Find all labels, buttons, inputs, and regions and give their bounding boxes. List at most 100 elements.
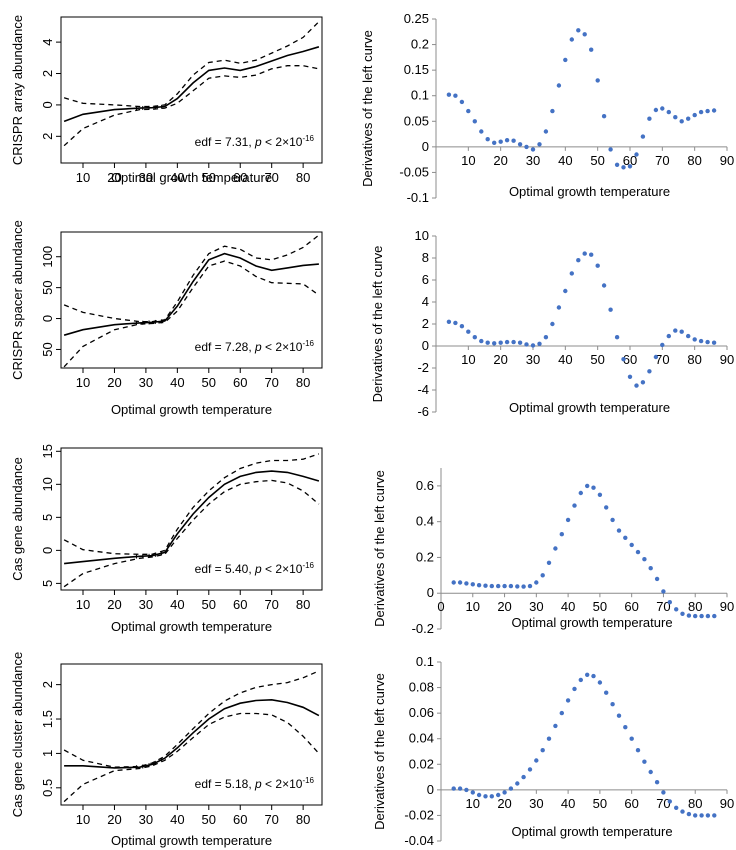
data-point — [556, 83, 562, 88]
data-point — [667, 799, 672, 804]
y-tick-label: 0.08 — [409, 680, 434, 695]
data-point — [614, 162, 620, 167]
data-point — [642, 557, 647, 562]
y-tick-label: 5 — [40, 514, 55, 521]
data-point — [540, 573, 545, 578]
y-tick-label: 5 — [40, 580, 55, 587]
x-tick-label: 70 — [656, 599, 670, 614]
data-point — [623, 535, 628, 540]
x-tick-label: 60 — [233, 170, 247, 185]
data-point — [635, 549, 641, 555]
data-point — [589, 47, 594, 52]
data-point — [653, 354, 659, 360]
confidence-band-line — [63, 21, 320, 108]
data-point — [563, 288, 568, 294]
y-tick-label: 0.15 — [404, 62, 429, 77]
data-point — [629, 736, 634, 741]
data-point — [679, 119, 684, 124]
x-tick-label: 50 — [590, 153, 604, 168]
fitted-curve — [64, 698, 320, 769]
data-point — [674, 805, 679, 810]
annotation-part: < 2×10 — [262, 135, 303, 149]
data-point — [534, 580, 539, 585]
x-tick-label: 20 — [493, 352, 507, 367]
data-point — [498, 340, 503, 345]
y-tick-label: 0.1 — [411, 88, 429, 103]
y-tick-label: 0.6 — [416, 478, 434, 493]
data-point — [464, 581, 469, 586]
x-tick-label: 50 — [202, 597, 216, 612]
data-point — [693, 613, 698, 619]
data-point — [502, 790, 507, 795]
y-tick-label: -0.04 — [404, 833, 434, 848]
data-point — [527, 583, 533, 589]
y-tick-label: -0.02 — [404, 807, 434, 822]
y-tick-label: 4 — [422, 294, 429, 309]
y-tick-label: 8 — [422, 250, 429, 265]
data-point — [517, 340, 523, 345]
data-point — [546, 736, 552, 741]
x-tick-label: 70 — [264, 597, 278, 612]
x-tick-label: 20 — [497, 599, 511, 614]
x-tick-label: 60 — [233, 375, 247, 390]
x-tick-label: 80 — [688, 599, 702, 614]
y-tick-label: 2 — [40, 70, 55, 77]
panel-b-right: -6 -4 -2 0 2 4 6 8 10 10 20 30 40 50 60 70 80 90 Optimal g… — [370, 228, 734, 419]
y-axis-title: Derivatives of the left curve — [370, 246, 385, 403]
data-point — [623, 725, 628, 730]
data-point — [661, 790, 666, 795]
data-point — [647, 116, 652, 121]
data-point — [627, 164, 633, 169]
y-tick-label: 50 — [40, 280, 55, 294]
y-tick-label: 1 — [40, 750, 55, 757]
data-point — [489, 794, 494, 799]
annotation-p: p — [254, 777, 262, 791]
y-tick-label: 4 — [40, 39, 55, 46]
data-point — [472, 335, 477, 340]
confidence-band-line — [63, 234, 320, 323]
data-point — [595, 263, 600, 268]
data-point — [492, 341, 497, 346]
data-point — [527, 767, 533, 772]
y-tick-label: -0.2 — [412, 621, 434, 636]
x-tick-label: 70 — [264, 812, 278, 827]
x-tick-label: 60 — [623, 352, 637, 367]
x-tick-label: 60 — [233, 597, 247, 612]
x-tick-label: 90 — [720, 796, 734, 811]
data-point — [673, 115, 678, 120]
data-point — [686, 116, 691, 121]
data-point — [537, 341, 542, 346]
y-tick-label: 15 — [40, 444, 55, 458]
x-tick-label: 80 — [296, 375, 310, 390]
y-tick-label: 0.4 — [416, 514, 434, 529]
data-point — [569, 37, 574, 42]
x-axis-title: Optimal growth temperature — [111, 833, 272, 848]
x-tick-label: 40 — [170, 812, 184, 827]
x-tick-label: 50 — [593, 599, 607, 614]
data-point — [543, 129, 549, 134]
x-tick-label: 80 — [687, 153, 701, 168]
data-point — [667, 600, 672, 605]
data-point — [515, 584, 520, 589]
data-point — [553, 723, 558, 729]
y-axis-title: Derivatives of the left curve — [372, 470, 387, 627]
x-tick-label: 30 — [139, 170, 153, 185]
x-tick-label: 30 — [526, 153, 540, 168]
data-point — [589, 252, 594, 257]
data-point — [485, 137, 490, 142]
data-point — [508, 583, 514, 589]
x-tick-label: 10 — [76, 597, 90, 612]
y-axis-title: CRISPR array abundance — [10, 15, 25, 165]
x-tick-label: 20 — [107, 812, 121, 827]
data-point — [705, 813, 711, 818]
y-tick-label: -0.1 — [407, 190, 429, 205]
x-tick-label: 20 — [107, 597, 121, 612]
data-point — [537, 142, 542, 147]
data-point — [517, 142, 523, 147]
y-tick-label: -2 — [417, 360, 429, 375]
data-point — [635, 748, 641, 753]
x-tick-label: 10 — [76, 170, 90, 185]
panel-c-right: -0.200.20.40.60 10 20 30 40 50 60 70 80 90Optimal… — [372, 468, 734, 636]
data-point — [446, 319, 452, 324]
data-point — [604, 690, 609, 695]
